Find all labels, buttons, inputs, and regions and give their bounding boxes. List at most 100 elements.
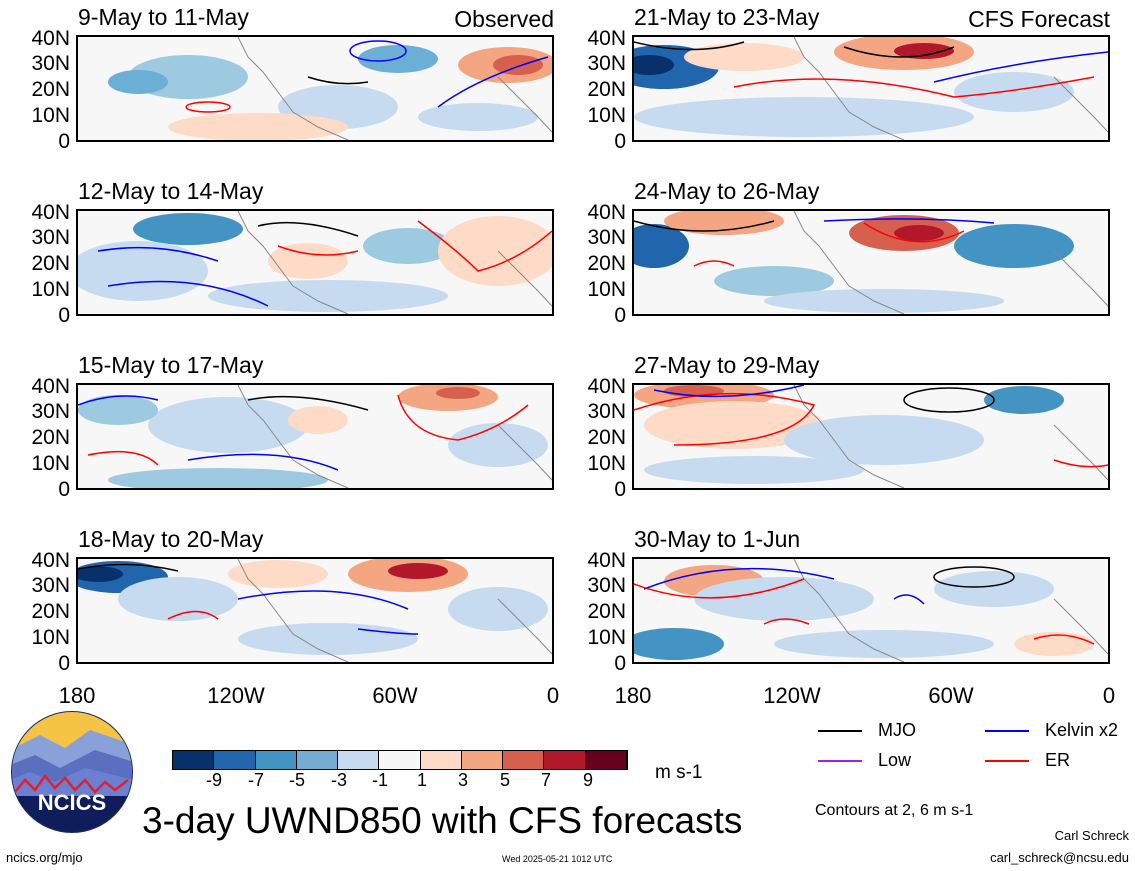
footer-url[interactable]: ncics.org/mjo bbox=[6, 850, 83, 865]
lat-tick-label: 30N bbox=[31, 52, 70, 75]
legend-label-kelvin: Kelvin x2 bbox=[1045, 720, 1119, 740]
lon-tick-label: 180 bbox=[614, 683, 652, 708]
source-label-observed: Observed bbox=[454, 6, 554, 32]
colorbar-swatch bbox=[544, 751, 586, 769]
colorbar-swatch bbox=[173, 751, 215, 769]
lat-tick-label: 0 bbox=[614, 304, 626, 327]
footer-email[interactable]: carl_schreck@ncsu.edu bbox=[990, 850, 1129, 865]
lon-tick-label: 120W bbox=[763, 683, 821, 708]
legend-label-low: Low bbox=[878, 750, 912, 770]
legend-swatch-kelvin bbox=[985, 730, 1029, 732]
colorbar-swatch bbox=[255, 751, 297, 769]
colorbar-swatch bbox=[214, 751, 256, 769]
legend-label-er: ER bbox=[1045, 750, 1071, 770]
lat-tick-label: 10N bbox=[587, 626, 626, 649]
lat-tick-label: 0 bbox=[58, 304, 70, 327]
colorbar-swatch bbox=[585, 751, 627, 769]
footer-timestamp: Wed 2025-05-21 1012 UTC bbox=[502, 854, 613, 864]
colorbar-swatch bbox=[379, 751, 421, 769]
lat-tick-label: 10N bbox=[31, 278, 70, 301]
lat-tick-label: 10N bbox=[31, 626, 70, 649]
colorbar-tick-label: -5 bbox=[288, 770, 305, 790]
colorbar-tick-label: -3 bbox=[330, 770, 347, 790]
lon-tick-label: 180 bbox=[58, 683, 96, 708]
lat-tick-label: 0 bbox=[614, 130, 626, 153]
colorbar-swatch bbox=[461, 751, 504, 769]
lat-tick-label: 30N bbox=[587, 52, 626, 75]
lat-tick-label: 0 bbox=[614, 652, 626, 675]
lat-tick-label: 30N bbox=[31, 574, 70, 597]
lat-tick-label: 10N bbox=[587, 452, 626, 475]
colorbar-tick-label: -7 bbox=[247, 770, 264, 790]
lon-tick-label: 60W bbox=[928, 683, 974, 708]
lat-tick-label: 20N bbox=[31, 426, 70, 449]
lat-tick-label: 10N bbox=[587, 104, 626, 127]
lat-tick-label: 0 bbox=[58, 130, 70, 153]
lat-tick-label: 40N bbox=[587, 201, 626, 224]
lon-tick-label: 0 bbox=[546, 683, 560, 708]
logo-text: NCICS bbox=[38, 790, 106, 815]
lat-tick-label: 20N bbox=[587, 252, 626, 275]
colorbar-swatch bbox=[338, 751, 380, 769]
lat-tick-label: 0 bbox=[58, 652, 70, 675]
lat-tick-label: 20N bbox=[31, 78, 70, 101]
panel-title: 24-May to 26-May bbox=[634, 178, 820, 204]
lon-tick-label: 120W bbox=[207, 683, 265, 708]
panel-title: 21-May to 23-May bbox=[634, 4, 820, 30]
map-panel bbox=[632, 35, 1110, 142]
lat-tick-label: 40N bbox=[587, 549, 626, 572]
map-panel bbox=[632, 209, 1110, 316]
lat-tick-label: 0 bbox=[614, 478, 626, 501]
colorbar-tick-label: 3 bbox=[457, 770, 468, 790]
colorbar-swatch bbox=[420, 751, 462, 769]
lat-tick-label: 40N bbox=[587, 375, 626, 398]
colorbar bbox=[172, 750, 628, 770]
map-panel bbox=[76, 35, 554, 142]
lon-tick-label: 60W bbox=[372, 683, 418, 708]
lat-tick-label: 40N bbox=[31, 375, 70, 398]
map-panel bbox=[632, 383, 1110, 490]
lat-tick-label: 40N bbox=[31, 549, 70, 572]
legend-swatch-low bbox=[818, 760, 862, 762]
contour-note: Contours at 2, 6 m s-1 bbox=[815, 802, 974, 819]
lon-tick-label: 0 bbox=[1102, 683, 1116, 708]
map-panel bbox=[76, 557, 554, 664]
map-panel bbox=[632, 557, 1110, 664]
ncics-logo[interactable]: NCICS bbox=[10, 710, 134, 834]
lat-tick-label: 40N bbox=[587, 27, 626, 50]
colorbar-swatch bbox=[296, 751, 339, 769]
colorbar-tick-label: 7 bbox=[540, 770, 551, 790]
map-panel bbox=[76, 383, 554, 490]
lat-tick-label: 10N bbox=[587, 278, 626, 301]
panel-title: 9-May to 11-May bbox=[78, 4, 249, 30]
footer-author: Carl Schreck bbox=[1054, 828, 1129, 843]
colorbar-tick-label: -1 bbox=[371, 770, 388, 790]
colorbar-tick-label: 9 bbox=[582, 770, 593, 790]
panel-title: 12-May to 14-May bbox=[78, 178, 264, 204]
lat-tick-label: 40N bbox=[31, 201, 70, 224]
lat-tick-label: 30N bbox=[31, 400, 70, 423]
legend-label-mjo: MJO bbox=[878, 720, 916, 740]
panel-title: 15-May to 17-May bbox=[78, 352, 264, 378]
colorbar-tick-label: -9 bbox=[205, 770, 222, 790]
lat-tick-label: 30N bbox=[31, 226, 70, 249]
legend-swatch-er bbox=[985, 760, 1029, 762]
lat-tick-label: 20N bbox=[31, 600, 70, 623]
panel-title: 27-May to 29-May bbox=[634, 352, 820, 378]
lat-tick-label: 20N bbox=[31, 252, 70, 275]
lat-tick-label: 10N bbox=[31, 104, 70, 127]
lat-tick-label: 30N bbox=[587, 400, 626, 423]
lat-tick-label: 10N bbox=[31, 452, 70, 475]
lat-tick-label: 20N bbox=[587, 600, 626, 623]
colorbar-units: m s-1 bbox=[655, 762, 703, 783]
colorbar-tick-label: 1 bbox=[416, 770, 427, 790]
lat-tick-label: 20N bbox=[587, 426, 626, 449]
lat-tick-label: 20N bbox=[587, 78, 626, 101]
legend-swatch-mjo bbox=[818, 730, 862, 732]
source-label-forecast: CFS Forecast bbox=[968, 6, 1110, 32]
panel-title: 30-May to 1-Jun bbox=[634, 526, 801, 552]
lat-tick-label: 40N bbox=[31, 27, 70, 50]
map-panel bbox=[76, 209, 554, 316]
colorbar-swatch bbox=[503, 751, 545, 769]
panel-title: 18-May to 20-May bbox=[78, 526, 264, 552]
